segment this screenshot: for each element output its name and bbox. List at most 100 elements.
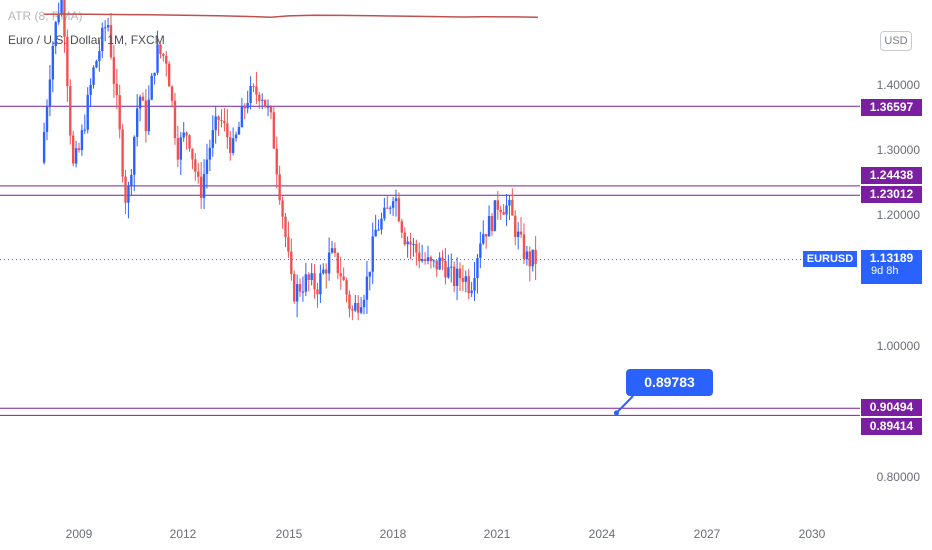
candle-body [266,106,270,108]
candle-body [429,257,433,262]
candle-body [327,252,331,274]
candle-body [170,86,174,101]
candle-body [141,96,145,101]
candle-body [371,236,374,272]
candle-body [336,253,340,274]
candle-body [176,138,180,160]
atr-line [44,13,538,18]
symbol-tag: EURUSD [803,251,857,267]
candle-body [269,106,273,113]
callout-pointer [615,395,634,414]
candle-body [499,209,502,213]
candle-body [420,259,424,261]
candle-body [470,290,473,294]
candle-body [438,257,441,270]
candle-body [383,207,386,219]
candle-body [391,201,395,208]
candle-body [496,200,499,210]
candle-body [112,57,116,84]
candle-body [121,129,124,177]
candle-body [365,276,369,300]
candle-body [351,308,354,311]
candle-body [106,25,110,28]
candle-body [380,218,383,230]
currency-button[interactable]: USD [880,31,912,51]
candle-body [534,249,537,264]
price-callout[interactable]: 0.89783 [626,369,713,396]
candle-body [386,207,389,209]
candle-body [368,271,372,277]
candle-body [310,273,313,280]
candle-body [342,276,345,281]
candle-body [313,273,316,290]
candle-body [231,138,235,153]
level-label-1: 1.36597 [861,99,922,116]
candle-body [514,215,517,237]
candle-body [258,94,261,101]
x-tick-label: 2015 [275,527,303,541]
candle-body [130,174,133,187]
candle-body [95,61,98,68]
x-tick-label: 2012 [169,527,197,541]
candle-body [467,276,470,294]
candle-body [69,86,72,136]
candle-body [444,260,447,278]
candle-body [205,159,209,174]
candle-body [74,148,78,164]
candle-body [71,135,75,164]
candle-body [127,186,130,203]
candle-body [109,25,113,58]
candle-body [325,269,328,274]
candle-body [86,94,89,130]
candle-body [528,251,531,267]
candle-body [103,27,107,29]
candle-body [223,120,226,124]
candle-body [301,291,305,293]
candle-body [188,135,191,149]
candle-body [263,99,267,108]
candle-body [516,231,520,237]
candle-body [156,44,159,73]
candle-body [508,199,511,206]
candle-body [147,99,150,132]
candle-body [487,216,491,237]
candle-body [217,116,220,120]
candle-body [220,119,223,121]
candle-body [519,231,523,235]
candle-body [304,274,308,292]
x-tick-label: 2030 [798,527,826,541]
candle-body [464,276,468,282]
candle-body [284,216,287,238]
candle-body [484,234,488,237]
x-tick-label: 2024 [588,527,616,541]
bar-countdown: 9d 8h [871,265,899,277]
candle-body [45,106,49,132]
y-tick-label: 1.00000 [876,339,920,353]
candle-body [92,67,95,85]
candle-body [505,205,508,215]
candle-body [57,13,60,23]
candle-body [153,72,156,76]
candle-body [138,96,142,109]
candle-body [229,137,232,153]
candle-body [400,221,404,233]
candle-body [115,83,119,96]
candle-body [531,249,534,267]
candle-body [423,259,427,261]
candle-body [42,131,46,163]
candle-body [191,148,194,160]
indicator-label[interactable]: ATR (8, RMA) [8,9,83,23]
level-label-2: 1.24438 [861,167,922,184]
candle-body [479,243,482,258]
candle-body [281,200,284,217]
symbol-title[interactable]: Euro / U.S. Dollar, 1M, FXCM [8,33,165,47]
candle-body [272,112,276,149]
candle-body [60,0,63,14]
candle-body [287,237,290,252]
level-label-3: 1.23012 [861,186,922,203]
candle-body [333,248,337,254]
candle-body [473,278,476,291]
candle-body [240,106,244,128]
